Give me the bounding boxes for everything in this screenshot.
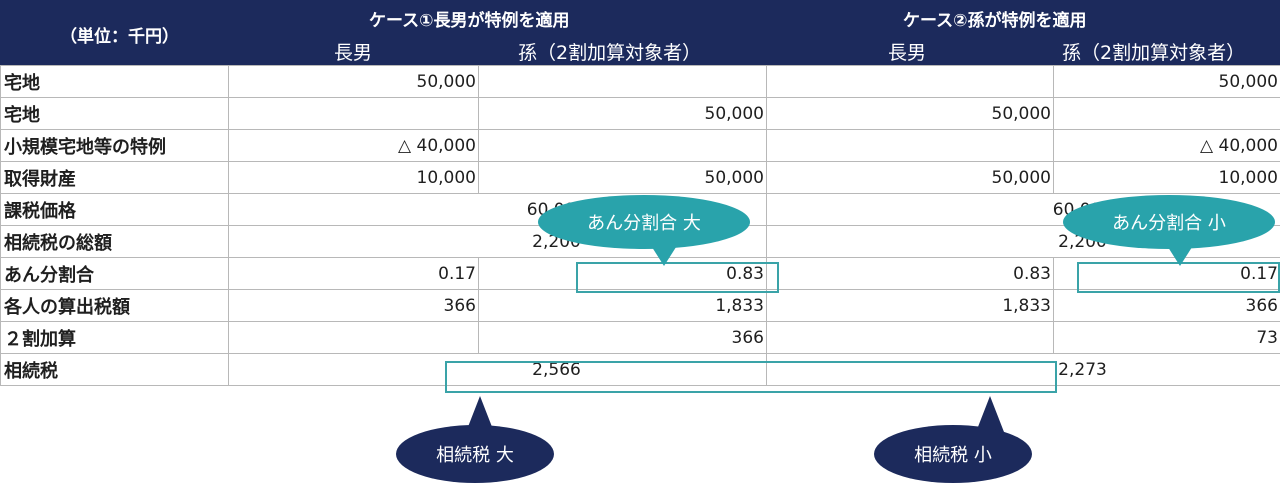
table-row: 宅地 50,000 50,000 — [0, 97, 1280, 130]
case1-title: ケース①長男が特例を適用 — [369, 11, 570, 31]
ratio-small-callout-tail — [1166, 244, 1194, 266]
cell-case1-grandchild: 50,000 — [478, 161, 767, 194]
cell-case2-grandchild: 10,000 — [1053, 161, 1280, 194]
cell-case1-grandchild: 50,000 — [478, 97, 767, 130]
cell-case1-grandchild — [478, 129, 767, 162]
cell-case2-eldest: 50,000 — [766, 97, 1054, 130]
row-label: 宅地 — [0, 97, 229, 130]
row-label: 取得財産 — [0, 161, 229, 194]
row-label: 小規模宅地等の特例 — [0, 129, 229, 162]
cell-case1-grandchild — [478, 65, 767, 98]
cell-case1-eldest: 366 — [228, 289, 479, 322]
row-label: ２割加算 — [0, 321, 229, 354]
table-row: 取得財産 10,000 50,000 50,000 10,000 — [0, 161, 1280, 194]
tax-large-callout: 相続税 大 — [396, 425, 554, 483]
cell-case2-eldest: 1,833 — [766, 289, 1054, 322]
ratio-small-callout: あん分割合 小 — [1063, 195, 1275, 249]
ratio-highlight-case2 — [1077, 262, 1280, 293]
ratio-large-callout-tail — [650, 244, 678, 266]
cell-case2-eldest — [766, 321, 1054, 354]
row-label: 相続税 — [0, 353, 229, 386]
ratio-large-callout: あん分割合 大 — [538, 195, 750, 249]
cell-case2-eldest: 0.83 — [766, 257, 1054, 290]
tax-small-callout: 相続税 小 — [874, 425, 1032, 483]
cell-case2-grandchild: 366 — [1053, 289, 1280, 322]
case1-col-grandchild: 孫（2割加算対象者） — [518, 42, 702, 64]
table-row: 宅地 50,000 50,000 — [0, 65, 1280, 98]
tax-highlight — [445, 361, 1057, 393]
cell-case2-eldest — [766, 129, 1054, 162]
cell-case1-eldest — [228, 97, 479, 130]
case1-col-eldest: 長男 — [334, 42, 373, 64]
cell-case1-grandchild: 366 — [478, 321, 767, 354]
table-header: （単位：千円） ケース①長男が特例を適用 ケース②孫が特例を適用 長男 孫（2割… — [0, 0, 1280, 65]
table-row: 相続税 2,566 2,273 — [0, 353, 1280, 386]
table-row: 各人の算出税額 366 1,833 1,833 366 — [0, 289, 1280, 322]
table-row: ２割加算 366 73 — [0, 321, 1280, 354]
row-label: 課税価格 — [0, 193, 229, 226]
table-row: 小規模宅地等の特例 △ 40,000 △ 40,000 — [0, 129, 1280, 162]
cell-case2-grandchild: △ 40,000 — [1053, 129, 1280, 162]
case2-title: ケース②孫が特例を適用 — [903, 11, 1087, 31]
cell-case1-grandchild: 1,833 — [478, 289, 767, 322]
row-label: 各人の算出税額 — [0, 289, 229, 322]
cell-case2-eldest: 50,000 — [766, 161, 1054, 194]
cell-case1-tax: 2,566 — [228, 353, 767, 386]
cell-case2-grandchild: 50,000 — [1053, 65, 1280, 98]
cell-case1-eldest — [228, 321, 479, 354]
cell-case2-eldest — [766, 65, 1054, 98]
row-label: あん分割合 — [0, 257, 229, 290]
cell-case1-eldest: 50,000 — [228, 65, 479, 98]
cell-case2-tax: 2,273 — [766, 353, 1280, 386]
case2-col-grandchild: 孫（2割加算対象者） — [1062, 42, 1246, 64]
unit-label: （単位：千円） — [60, 27, 179, 47]
row-label: 相続税の総額 — [0, 225, 229, 258]
cell-case2-grandchild — [1053, 97, 1280, 130]
cell-case1-eldest: 10,000 — [228, 161, 479, 194]
cell-case1-eldest: △ 40,000 — [228, 129, 479, 162]
cell-case2-grandchild: 73 — [1053, 321, 1280, 354]
row-label: 宅地 — [0, 65, 229, 98]
cell-case1-eldest: 0.17 — [228, 257, 479, 290]
ratio-highlight-case1 — [576, 262, 779, 293]
case2-col-eldest: 長男 — [888, 42, 927, 64]
